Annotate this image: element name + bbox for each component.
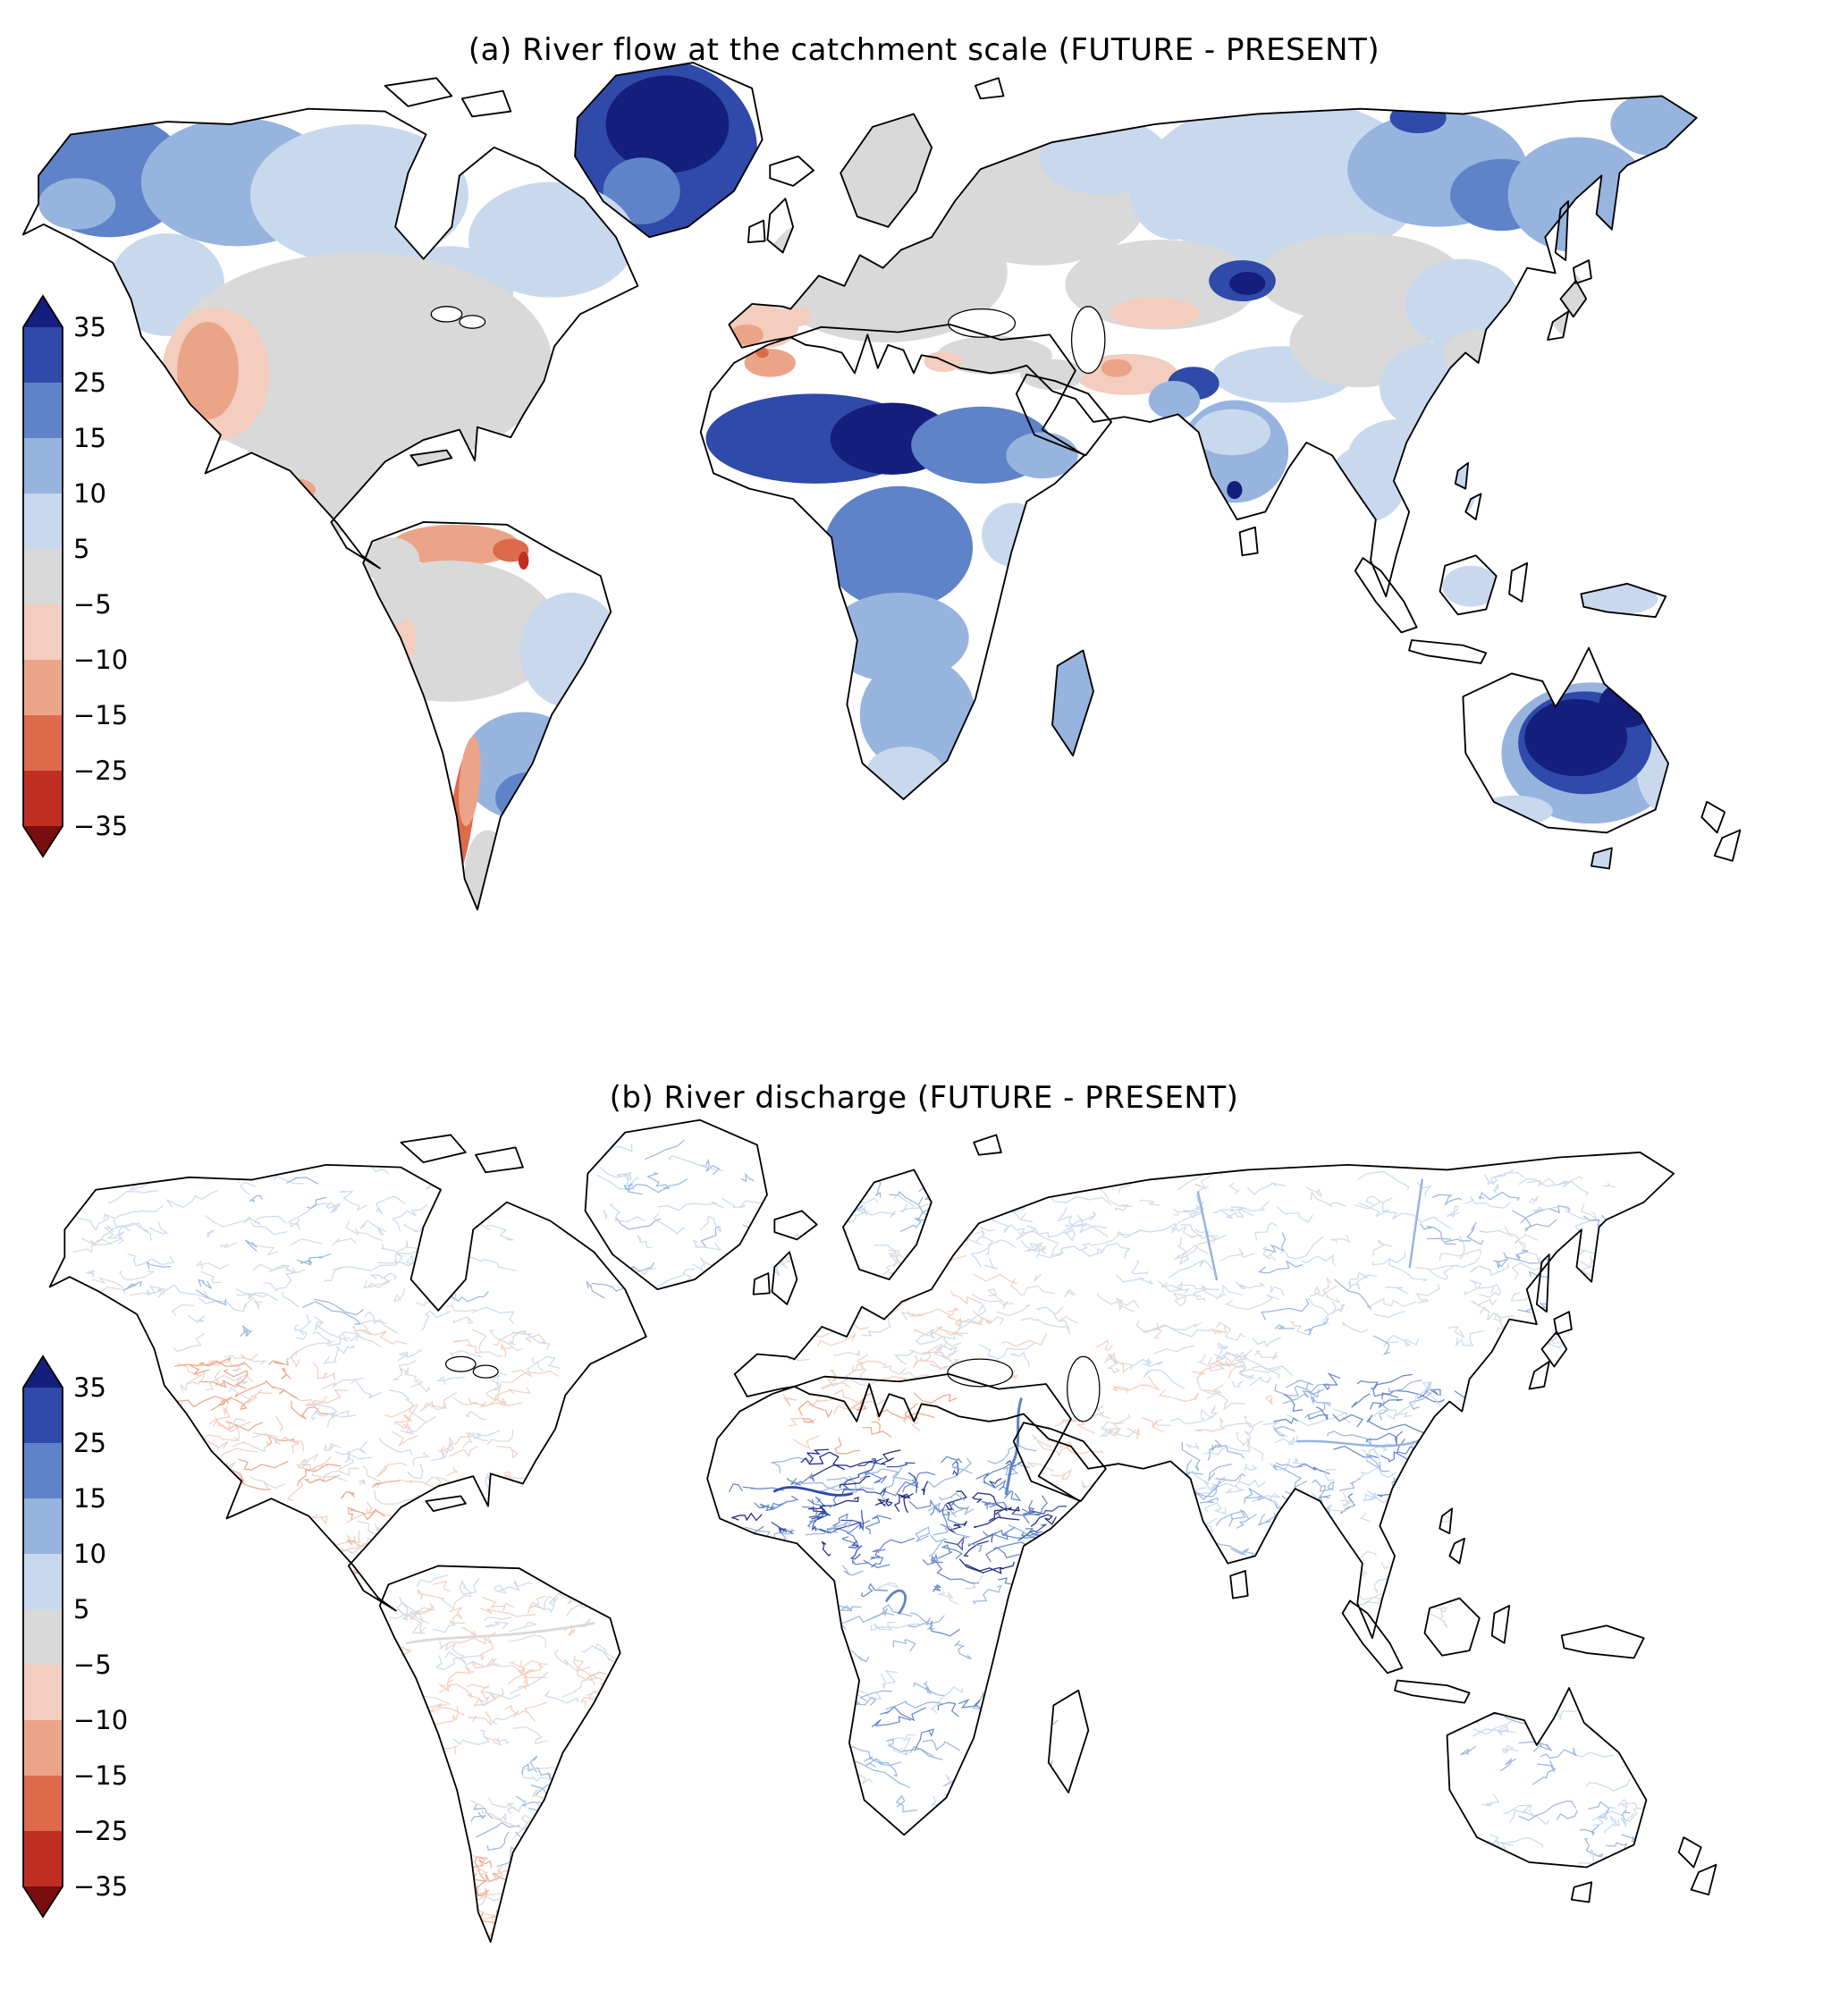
colorbar-tick-label: −35 (73, 1871, 128, 1902)
panel-a-title: (a) River flow at the catchment scale (F… (468, 32, 1380, 69)
colorbar-tick-label: −25 (73, 1816, 128, 1846)
colorbar-svg: 35 25 15 10 5 −5 −10 −15 −25 −35 (22, 1354, 128, 1919)
colorbar-tick-label: −10 (73, 1705, 128, 1735)
colorbar-segment (23, 1388, 63, 1444)
colorbar-tick-label: 25 (73, 1428, 106, 1458)
colorbar-b: 35 25 15 10 5 −5 −10 −15 −25 −35 (21, 1354, 165, 1920)
colorbar-segment (23, 1443, 63, 1499)
colorbar-a: 35 25 15 10 5 −5 −10 −15 −25 −35 (21, 293, 165, 860)
colorbar-tick-label: 10 (73, 1539, 106, 1569)
colorbar-segment (23, 1720, 63, 1776)
colorbar-segment (23, 715, 63, 772)
colorbar-tick-label: −5 (73, 1650, 112, 1680)
inland-water-layer (430, 306, 1106, 375)
colorbar-segment (23, 1831, 63, 1887)
coastline-layer (21, 62, 1742, 911)
colorbar-lower-arrow (23, 826, 63, 857)
colorbar-segment (23, 1776, 63, 1832)
coastline-layer (48, 1118, 1717, 1944)
colorbar-svg: 35 25 15 10 5 −5 −10 −15 −25 −35 (22, 294, 128, 858)
colorbar-upper-arrow (23, 296, 63, 327)
panel-b-title: (b) River discharge (FUTURE - PRESENT) (609, 1080, 1239, 1117)
world-map-river-network (48, 1118, 1717, 1944)
colorbar-tick-label: −10 (73, 645, 128, 675)
colorbar-tick-label: −15 (73, 1760, 128, 1791)
colorbar-segment (23, 549, 63, 605)
colorbar-segment (23, 1498, 63, 1555)
landmass-layer (49, 1119, 1717, 1943)
colorbar-segment (23, 1554, 63, 1610)
colorbar-tick-label: 35 (73, 312, 106, 342)
colorbar-tick-label: −25 (73, 755, 128, 786)
colorbar-segment (23, 660, 63, 716)
colorbar-lower-arrow (23, 1886, 63, 1917)
colorbar-tick-label: 10 (73, 478, 106, 509)
colorbar-segment (23, 604, 63, 661)
colorbar-tick-label: −35 (73, 811, 128, 841)
inland-water-layer (444, 1355, 1101, 1422)
colorbar-tick-label: −5 (73, 589, 112, 620)
colorbar-tick-label: 5 (73, 534, 89, 564)
panel-river-discharge: (b) River discharge (FUTURE - PRESENT) 3… (0, 1000, 1848, 2000)
colorbar-tick-label: 25 (73, 367, 106, 398)
panel-river-flow: (a) River flow at the catchment scale (F… (21, 32, 1742, 911)
colorbar-tick-label: 35 (73, 1372, 106, 1403)
colorbar-segment (23, 383, 63, 439)
colorbar-tick-label: 5 (73, 1594, 89, 1624)
colorbar-tick-label: 15 (73, 1483, 106, 1514)
colorbar-segment (23, 771, 63, 827)
colorbar-segment (23, 494, 63, 550)
world-map-catchment-choropleth (21, 62, 1742, 911)
colorbar-segment (23, 1609, 63, 1666)
colorbar-segment (23, 438, 63, 494)
colorbar-upper-arrow (23, 1356, 63, 1388)
colorbar-segment (23, 327, 63, 384)
colorbar-tick-label: 15 (73, 423, 106, 453)
colorbar-tick-label: −15 (73, 700, 128, 730)
colorbar-segment (23, 1665, 63, 1721)
